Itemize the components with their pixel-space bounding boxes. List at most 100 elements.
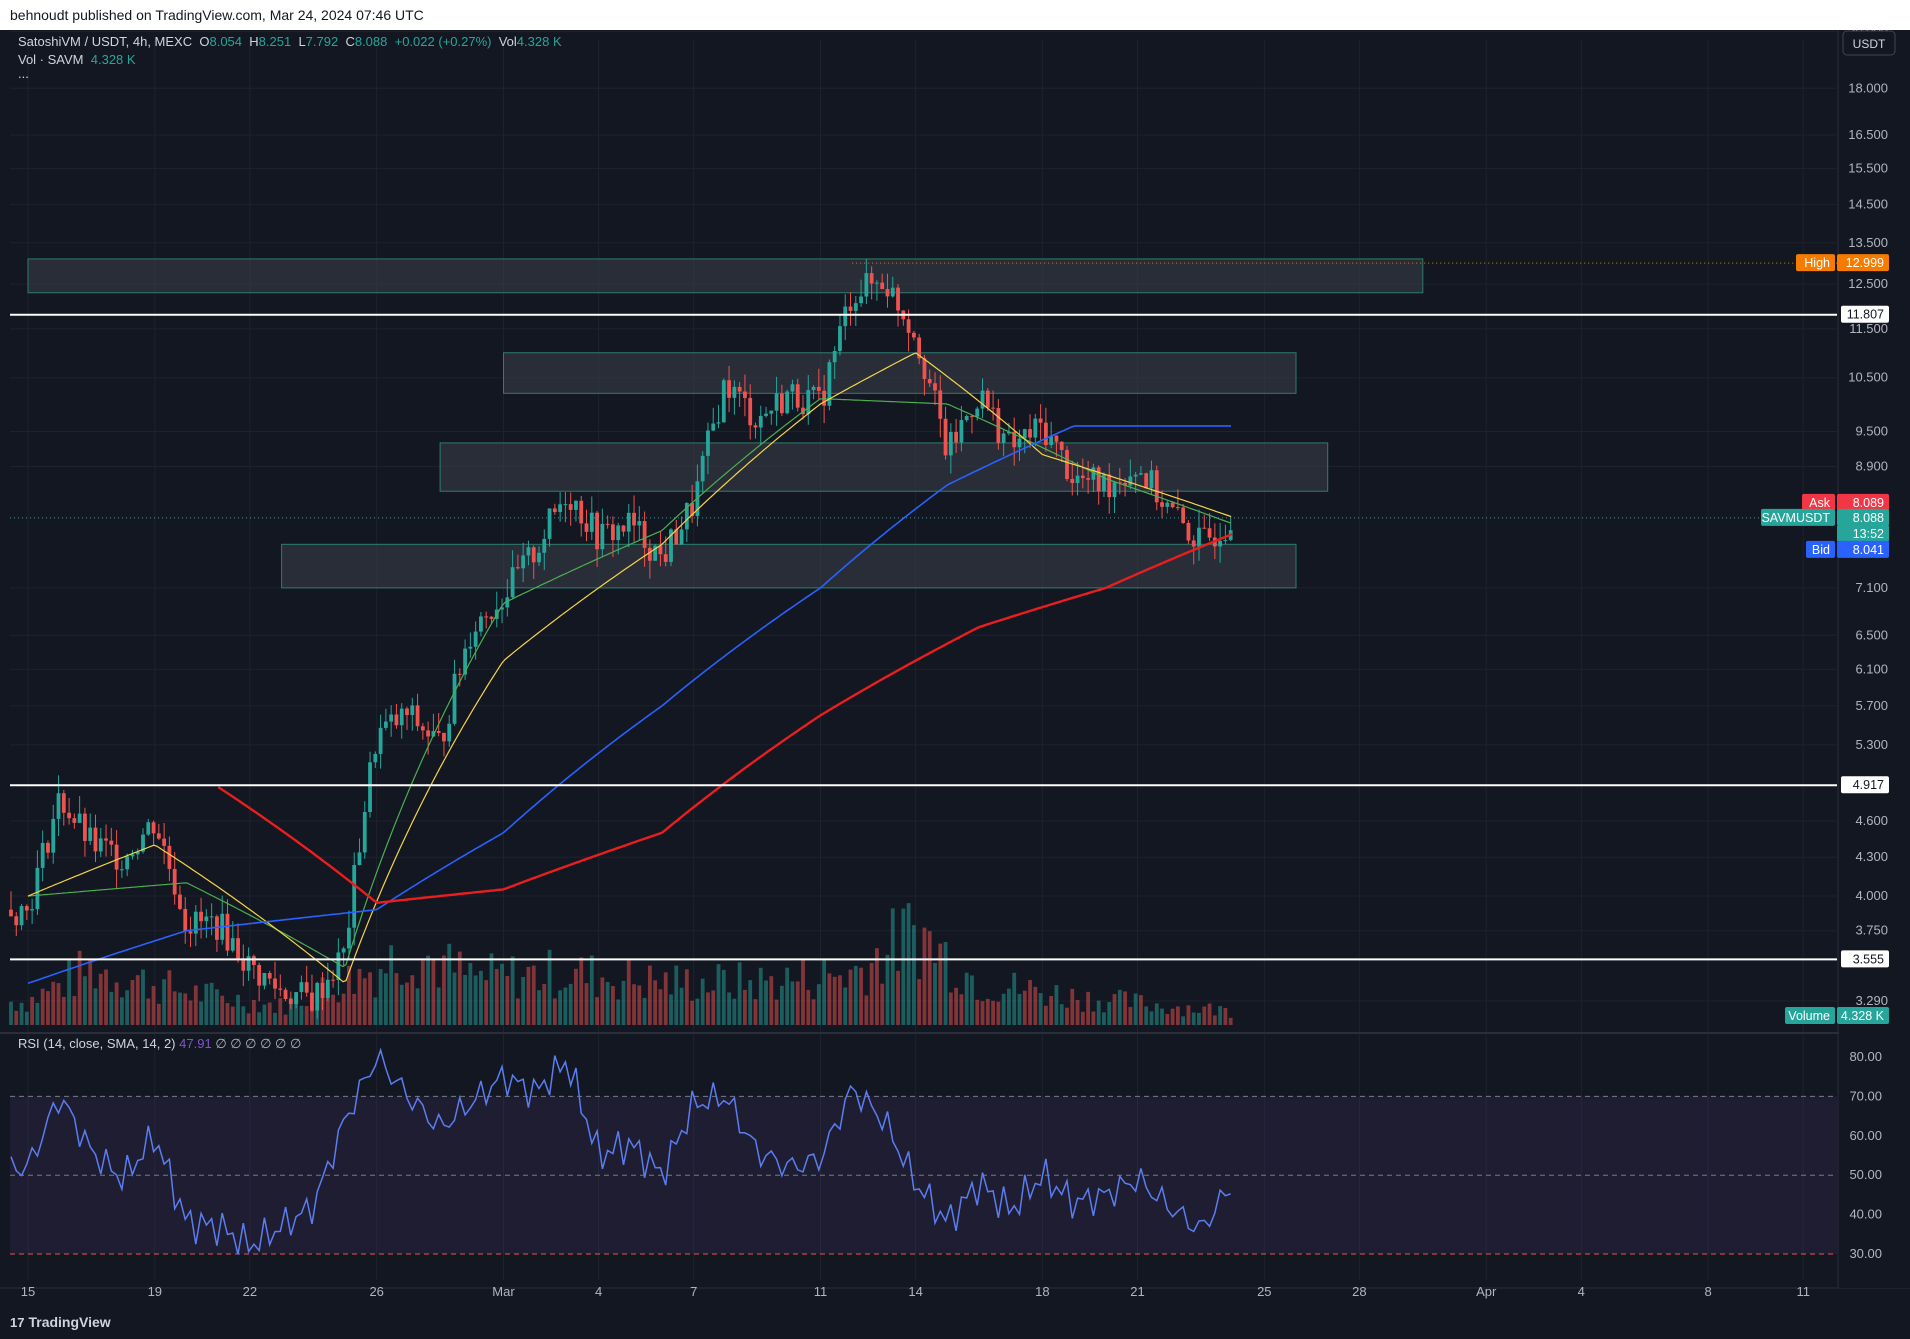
volume-bar [542,983,547,1025]
candle-body [642,521,647,548]
time-tick-label: 22 [243,1284,257,1299]
candle-body [510,567,515,598]
candle-body [46,842,50,853]
volume-bar [679,987,684,1025]
candle-body [362,811,367,853]
candle-body [484,616,489,618]
candle-body [77,813,82,823]
volume-bar [1228,1017,1233,1025]
volume-bar [864,995,869,1025]
volume-bar [1149,1011,1154,1025]
rsi-tick-label: 60.00 [1849,1128,1882,1143]
volume-bar [621,980,626,1025]
price-tick-label: 8.900 [1855,459,1888,474]
candle-body [906,319,911,333]
candle-body [621,525,626,532]
volume-bar [299,1005,304,1025]
volume-bar [1202,1006,1207,1025]
candle-body [1181,507,1186,523]
candle-body [896,287,900,311]
rsi-legend-value: 47.91 [179,1036,212,1051]
candle-body [1191,540,1196,547]
candle-body [948,431,953,456]
volume-bar [209,982,214,1025]
volume-bar [996,1001,1001,1025]
candle-body [167,845,172,869]
candle-body [436,731,441,733]
candle-body [1144,473,1149,489]
symbol-legend[interactable]: SatoshiVM / USDT, 4h, MEXC O8.054 H8.251… [18,34,562,49]
volume-bar [1038,993,1043,1025]
candle-body [331,979,335,981]
time-tick-label: 18 [1035,1284,1049,1299]
candle-body [801,407,805,415]
volume-bar [72,996,77,1025]
volume-bar [1154,1003,1159,1025]
volume-bar [220,995,225,1025]
volume-bar [1070,988,1075,1025]
candle-body [911,332,916,338]
volume-bar [204,983,209,1025]
volume-bar [521,977,526,1025]
candle-body [1223,540,1228,542]
volume-bar [632,984,636,1025]
price-tick-label: 4.600 [1855,813,1888,828]
volume-bar [647,965,652,1025]
volume-bar [911,925,916,1025]
volume-bar [1017,993,1022,1025]
open-label: O [199,34,210,49]
legend-more[interactable]: ... [18,66,29,81]
volume-bar [246,1013,251,1025]
volume-bar [605,982,610,1025]
volume-bar [383,973,388,1025]
candle-body [531,547,536,563]
volume-bar [167,970,172,1025]
volume-bar [362,978,367,1025]
volume-bar [1165,1014,1170,1025]
candle-body [130,854,135,857]
candle-body [246,956,251,971]
time-tick-label: 11 [814,1284,828,1299]
vol-value: 4.328 K [516,34,562,49]
volume-bar [779,985,784,1025]
volume-bar [225,1003,230,1025]
volume-bar [626,960,631,1025]
candle-body [547,508,552,539]
volume-bar [1139,995,1143,1025]
volume-bar [1007,988,1011,1025]
volume-bar [563,987,568,1025]
volume-bar [669,994,673,1025]
high-label: H [249,34,259,49]
rsi-tick-label: 80.00 [1849,1049,1882,1064]
volume-bar [880,983,885,1025]
volume-bar [347,965,351,1025]
ask-label-badge-box [1802,493,1835,511]
time-tick-label: 28 [1352,1284,1366,1299]
volume-legend[interactable]: Vol · SAVM 4.328 K [18,52,136,67]
candle-body [463,648,467,675]
volume-bar [288,997,293,1025]
moving-averages-layer [27,352,1233,985]
volume-bar [774,999,779,1025]
volume-bar [985,998,990,1025]
tradingview-logo[interactable]: 17 TradingView [10,1314,111,1330]
volume-bar [304,1006,309,1025]
volume-bar [890,908,895,1025]
volume-bar [251,999,256,1025]
candle-body [88,827,93,841]
candle-body [764,413,768,416]
chart-canvas[interactable]: 22.00020.00018.00016.50015.50014.50013.5… [0,30,1910,1305]
volume-bar [1102,1012,1106,1025]
volume-bar [46,991,50,1025]
volume-bar [827,973,832,1025]
candle-body [1186,522,1191,541]
volume-bar [552,998,557,1025]
candle-body [880,282,885,289]
volume-bar [1128,1006,1133,1025]
time-tick-label: Mar [492,1284,515,1299]
candle-body [230,938,235,951]
candle-body [1001,433,1006,443]
candle-body [1043,422,1048,446]
rsi-legend[interactable]: RSI (14, close, SMA, 14, 2) 47.91 ∅ ∅ ∅ … [18,1036,301,1052]
candle-body [885,288,890,297]
